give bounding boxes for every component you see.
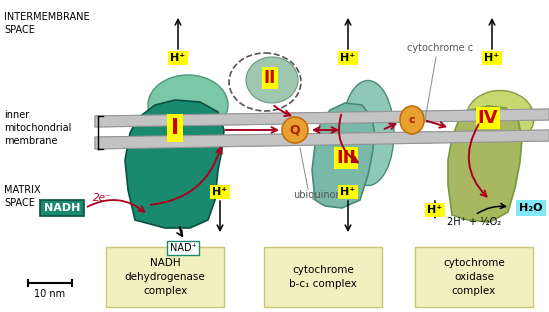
- Ellipse shape: [246, 57, 298, 103]
- Polygon shape: [448, 106, 522, 222]
- Text: NADH: NADH: [44, 203, 80, 213]
- Circle shape: [282, 117, 308, 143]
- FancyArrowPatch shape: [87, 200, 144, 212]
- Text: NADH
dehydrogenase
complex: NADH dehydrogenase complex: [125, 258, 205, 296]
- FancyBboxPatch shape: [106, 247, 224, 307]
- Text: MATRIX
SPACE: MATRIX SPACE: [4, 185, 41, 208]
- Polygon shape: [95, 109, 549, 127]
- Text: cytochrome
b-c₁ complex: cytochrome b-c₁ complex: [289, 265, 357, 289]
- FancyArrowPatch shape: [226, 127, 277, 133]
- Polygon shape: [95, 130, 549, 149]
- Text: 2e⁻: 2e⁻: [93, 193, 111, 203]
- Text: 2H⁺ + ½O₂: 2H⁺ + ½O₂: [447, 217, 501, 227]
- Text: H⁺: H⁺: [484, 53, 500, 63]
- Text: H⁺: H⁺: [212, 187, 228, 197]
- Text: H₂O: H₂O: [519, 203, 543, 213]
- Text: H⁺: H⁺: [428, 205, 442, 215]
- FancyArrowPatch shape: [477, 203, 506, 213]
- Text: Q: Q: [290, 124, 300, 137]
- Text: ubiquinone: ubiquinone: [293, 190, 348, 200]
- FancyArrowPatch shape: [314, 127, 337, 133]
- Polygon shape: [95, 109, 549, 127]
- Text: c: c: [408, 115, 415, 125]
- Text: INTERMEMBRANE
SPACE: INTERMEMBRANE SPACE: [4, 12, 89, 35]
- Text: cytochrome c: cytochrome c: [407, 43, 473, 53]
- Text: H⁺: H⁺: [170, 53, 186, 63]
- Text: cytochrome
oxidase
complex: cytochrome oxidase complex: [443, 258, 505, 296]
- Text: NAD⁺: NAD⁺: [170, 243, 197, 253]
- FancyArrowPatch shape: [339, 115, 358, 162]
- Text: inner
mitochondrial
membrane: inner mitochondrial membrane: [4, 110, 71, 146]
- Text: III: III: [336, 149, 356, 167]
- Text: IV: IV: [478, 109, 498, 127]
- FancyBboxPatch shape: [264, 247, 382, 307]
- Text: I: I: [171, 118, 179, 138]
- Text: H⁺: H⁺: [340, 53, 356, 63]
- Ellipse shape: [342, 80, 394, 186]
- Ellipse shape: [148, 75, 228, 135]
- FancyArrowPatch shape: [384, 124, 395, 129]
- FancyArrowPatch shape: [427, 121, 445, 128]
- Ellipse shape: [400, 106, 424, 134]
- Polygon shape: [125, 100, 224, 228]
- FancyArrowPatch shape: [151, 148, 222, 205]
- Text: II: II: [264, 69, 276, 87]
- Polygon shape: [95, 130, 549, 149]
- Ellipse shape: [466, 90, 534, 145]
- Text: H⁺: H⁺: [340, 187, 356, 197]
- Text: 10 nm: 10 nm: [35, 289, 65, 299]
- FancyBboxPatch shape: [415, 247, 533, 307]
- FancyArrowPatch shape: [274, 106, 290, 116]
- FancyArrowPatch shape: [177, 227, 182, 236]
- FancyArrowPatch shape: [469, 124, 486, 197]
- Polygon shape: [312, 103, 375, 208]
